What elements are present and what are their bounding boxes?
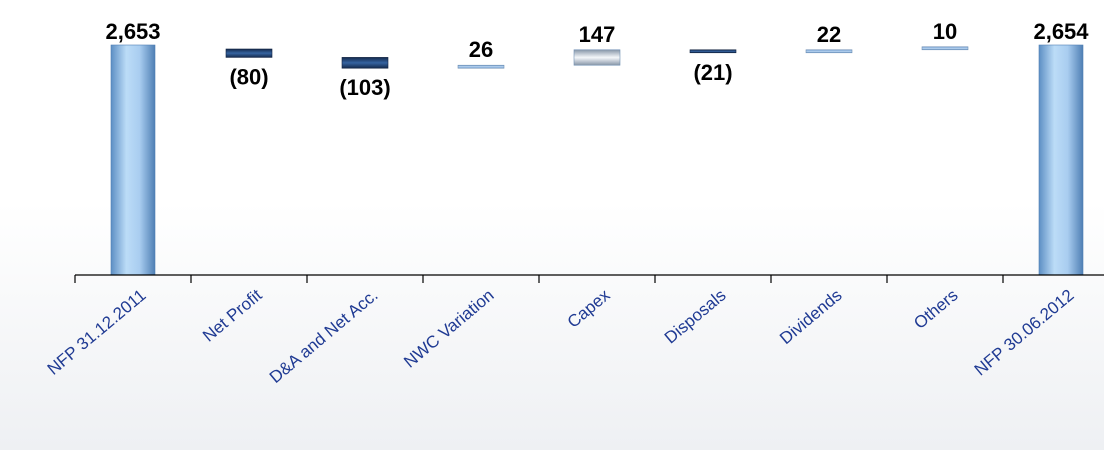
value-label-disposals: (21) — [693, 60, 732, 85]
bar-dividends — [805, 49, 853, 54]
value-label-capex: 147 — [579, 22, 616, 47]
bar-disposals — [689, 49, 737, 54]
value-label-dividends: 22 — [817, 22, 841, 47]
category-label-dividends: Dividends — [776, 286, 845, 349]
category-label-capex: Capex — [564, 285, 614, 331]
bar-capex — [573, 49, 621, 66]
value-labels-layer: 2,653 (80) (103) 26 147 (21) 22 10 2,654 — [105, 19, 1089, 100]
bar-net-profit — [225, 48, 273, 58]
category-label-disposals: Disposals — [661, 286, 730, 348]
category-label-nfp-31-12-2011: NFP 31.12.2011 — [44, 286, 150, 379]
x-axis-ticks — [74, 275, 1004, 283]
bar-nwc-variation — [457, 64, 505, 69]
category-labels-layer: NFP 31.12.2011 Net Profit D&A and Net Acc.… — [44, 285, 1078, 387]
bar-nfp-30-06-2012 — [1038, 44, 1084, 276]
category-label-danda-and-net-acc: D&A and Net Acc. — [266, 286, 382, 387]
value-label-net-profit: (80) — [229, 64, 268, 89]
bar-danda-and-net-acc — [341, 57, 389, 69]
category-label-net-profit: Net Profit — [199, 285, 266, 345]
bar-nfp-31-12-2011 — [110, 44, 156, 276]
bars-layer — [110, 44, 1084, 276]
value-label-nfp-30-06-2012: 2,654 — [1033, 19, 1089, 44]
value-label-nfp-31-12-2011: 2,653 — [105, 19, 160, 44]
value-label-danda-and-net-acc: (103) — [339, 75, 390, 100]
category-label-nfp-30-06-2012: NFP 30.06.2012 — [971, 286, 1078, 380]
value-label-nwc-variation: 26 — [469, 37, 493, 62]
category-label-nwc-variation: NWC Variation — [400, 286, 497, 372]
bar-others — [921, 46, 969, 51]
value-label-others: 10 — [933, 19, 957, 44]
category-label-others: Others — [910, 286, 961, 333]
